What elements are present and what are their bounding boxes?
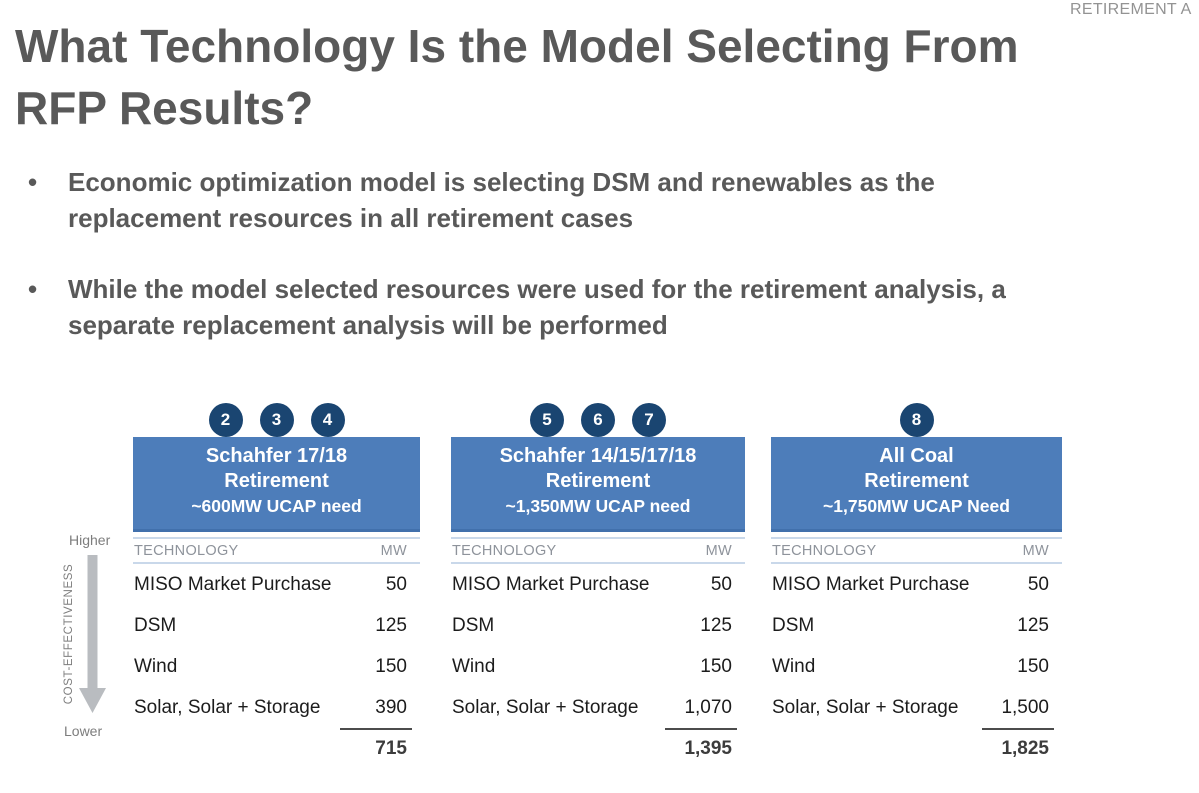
scenario-title: Schahfer 17/18 Retirement	[205, 445, 348, 492]
total-row: 1,825	[771, 733, 1062, 765]
step-badges: 5 6 7	[451, 403, 745, 437]
technology-name: Solar, Solar + Storage	[452, 696, 639, 718]
step-badge: 6	[581, 403, 615, 437]
column-header-technology: TECHNOLOGY	[134, 542, 239, 559]
technology-name: DSM	[134, 614, 177, 636]
table-header-row: TECHNOLOGY MW	[133, 539, 420, 564]
scenario-column-schahfer-17-18: 2 3 4 Schahfer 17/18 Retirement ~600MW U…	[133, 403, 420, 765]
scenario-subtitle: ~1,350MW UCAP need	[505, 496, 691, 516]
mw-value: 125	[375, 614, 407, 636]
mw-value: 1,070	[684, 696, 732, 718]
bullet-text: While the model selected resources were …	[68, 274, 1006, 340]
table-row: Solar, Solar + Storage 1,500	[771, 687, 1062, 728]
step-badge: 3	[259, 403, 294, 437]
step-badges: 8	[771, 403, 1062, 437]
table-row: DSM 125	[771, 605, 1062, 646]
technology-name: Solar, Solar + Storage	[772, 696, 959, 718]
scenario-title: All Coal Retirement	[864, 445, 969, 492]
column-header-technology: TECHNOLOGY	[452, 542, 557, 559]
technology-table: TECHNOLOGY MW MISO Market Purchase 50 DS…	[133, 537, 420, 765]
bullet-item: • While the model selected resources wer…	[28, 271, 1006, 343]
total-value: 1,825	[1001, 738, 1049, 759]
technology-table: TECHNOLOGY MW MISO Market Purchase 50 DS…	[451, 537, 745, 765]
scenario-header: Schahfer 17/18 Retirement ~600MW UCAP ne…	[133, 437, 420, 532]
mw-value: 125	[1017, 614, 1049, 636]
total-rule	[340, 728, 412, 730]
technology-name: MISO Market Purchase	[134, 573, 332, 595]
down-arrow-icon	[79, 555, 106, 713]
bullet-text: Economic optimization model is selecting…	[68, 167, 935, 233]
slide-corner-label: RETIREMENT A	[1070, 1, 1192, 18]
technology-name: MISO Market Purchase	[452, 573, 650, 595]
table-row: DSM 125	[451, 605, 745, 646]
bullet-item: • Economic optimization model is selecti…	[28, 164, 935, 236]
step-badge: 5	[530, 403, 564, 437]
technology-table: TECHNOLOGY MW MISO Market Purchase 50 DS…	[771, 537, 1062, 765]
scenario-column-schahfer-14-15-17-18: 5 6 7 Schahfer 14/15/17/18 Retirement ~1…	[451, 403, 745, 765]
mw-value: 50	[710, 573, 732, 595]
table-row: MISO Market Purchase 50	[771, 564, 1062, 605]
table-header-row: TECHNOLOGY MW	[771, 539, 1062, 564]
total-rule	[982, 728, 1054, 730]
mw-value: 50	[1027, 573, 1049, 595]
technology-name: MISO Market Purchase	[772, 573, 970, 595]
table-row: Wind 150	[771, 646, 1062, 687]
bullet-marker: •	[28, 167, 38, 197]
total-value: 715	[375, 738, 407, 759]
step-badge: 7	[632, 403, 666, 437]
column-header-mw: MW	[380, 542, 407, 559]
step-badge: 8	[899, 403, 934, 437]
total-value: 1,395	[684, 738, 732, 759]
table-row: Solar, Solar + Storage 390	[133, 687, 420, 728]
scenario-title: Schahfer 14/15/17/18 Retirement	[499, 445, 697, 492]
axis-cost-effectiveness-label: COST-EFFECTIVENESS	[63, 563, 75, 705]
technology-name: Wind	[772, 655, 816, 677]
table-row: Wind 150	[133, 646, 420, 687]
mw-value: 1,500	[1001, 696, 1049, 718]
scenario-subtitle: ~600MW UCAP need	[191, 496, 362, 516]
technology-name: DSM	[772, 614, 815, 636]
table-row: MISO Market Purchase 50	[451, 564, 745, 605]
mw-value: 150	[1017, 655, 1049, 677]
axis-higher-label: Higher	[69, 532, 111, 548]
step-badge: 2	[208, 403, 243, 437]
mw-value: 150	[700, 655, 732, 677]
axis-lower-label: Lower	[64, 723, 103, 739]
table-header-row: TECHNOLOGY MW	[451, 539, 745, 564]
mw-value: 125	[700, 614, 732, 636]
technology-name: Solar, Solar + Storage	[134, 696, 321, 718]
scenario-column-all-coal: 8 All Coal Retirement ~1,750MW UCAP Need…	[771, 403, 1062, 765]
table-row: Solar, Solar + Storage 1,070	[451, 687, 745, 728]
column-header-mw: MW	[705, 542, 732, 559]
scenario-header: Schahfer 14/15/17/18 Retirement ~1,350MW…	[451, 437, 745, 532]
step-badges: 2 3 4	[133, 403, 420, 437]
total-row: 1,395	[451, 733, 745, 765]
scenario-subtitle: ~1,750MW UCAP Need	[823, 496, 1010, 516]
table-row: MISO Market Purchase 50	[133, 564, 420, 605]
step-badge: 4	[310, 403, 345, 437]
bullet-marker: •	[28, 274, 38, 304]
table-row: Wind 150	[451, 646, 745, 687]
total-rule	[665, 728, 737, 730]
technology-name: Wind	[452, 655, 496, 677]
column-header-mw: MW	[1022, 542, 1049, 559]
total-row: 715	[133, 733, 420, 765]
mw-value: 50	[385, 573, 407, 595]
slide-title: What Technology Is the Model Selecting F…	[15, 20, 1019, 134]
column-header-technology: TECHNOLOGY	[772, 542, 877, 559]
scenario-header: All Coal Retirement ~1,750MW UCAP Need	[771, 437, 1062, 532]
technology-name: DSM	[452, 614, 495, 636]
mw-value: 390	[375, 696, 407, 718]
technology-name: Wind	[134, 655, 178, 677]
table-row: DSM 125	[133, 605, 420, 646]
mw-value: 150	[375, 655, 407, 677]
